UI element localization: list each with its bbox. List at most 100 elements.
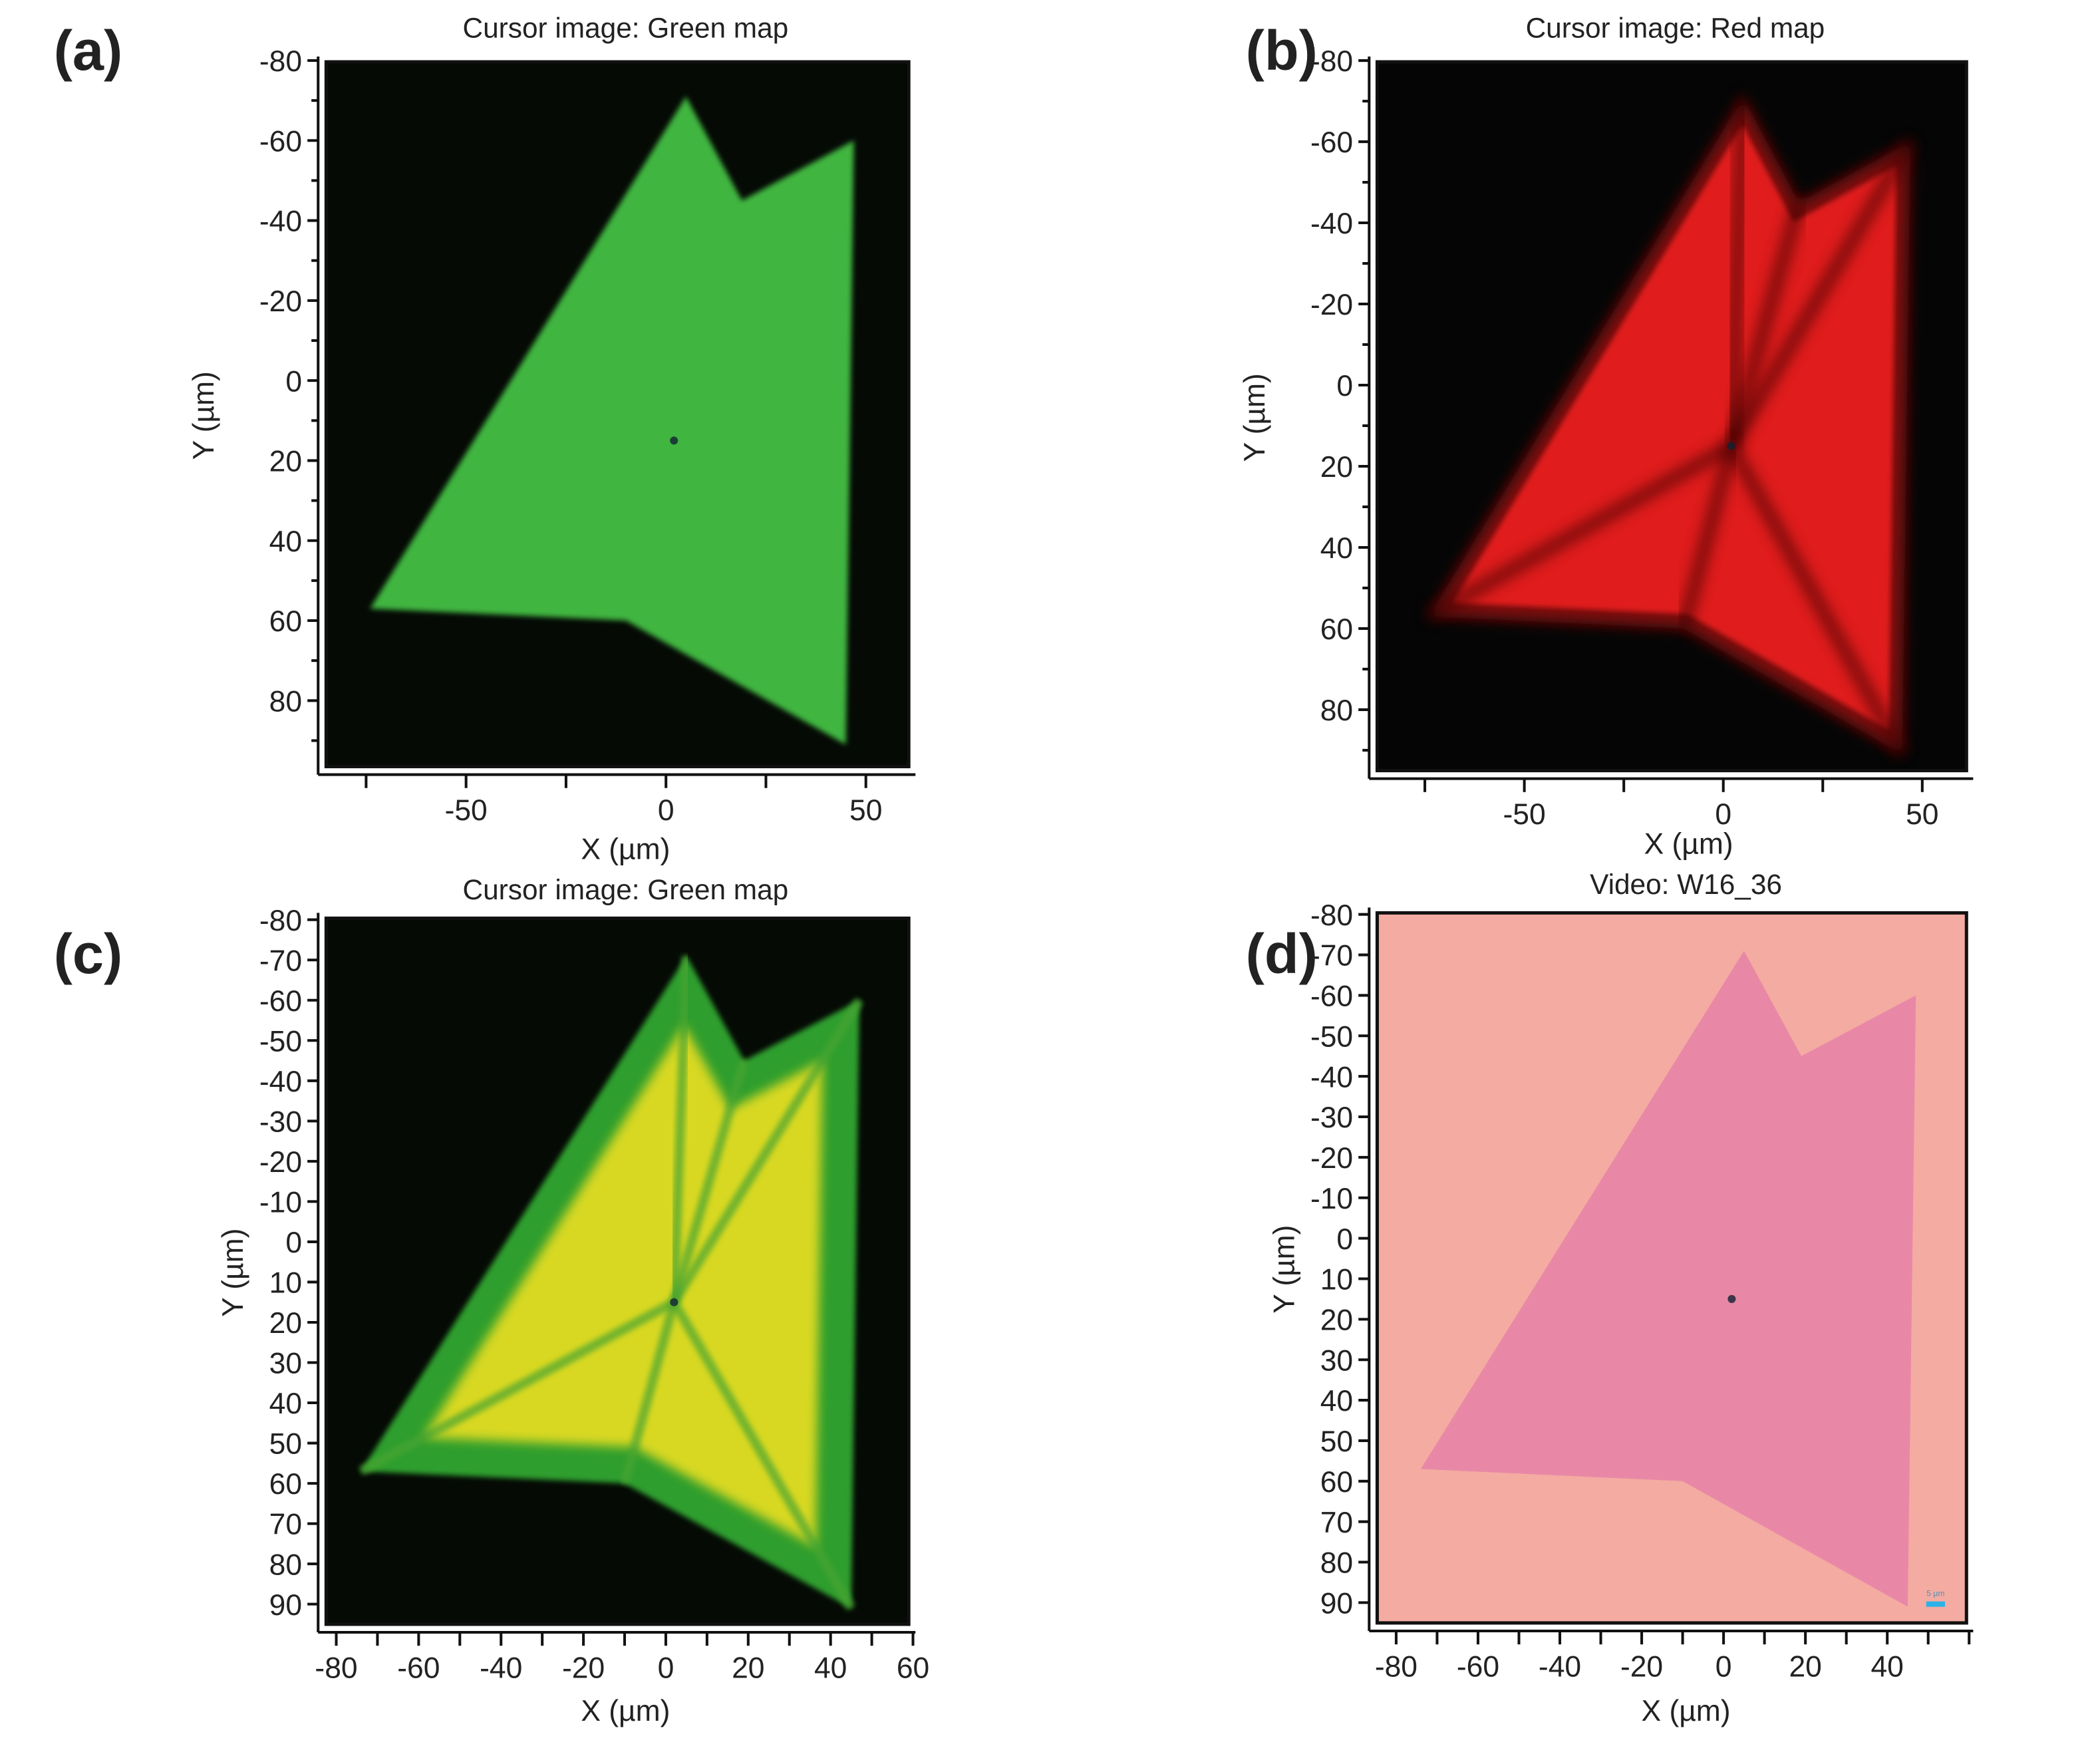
y-tick-label: -20 xyxy=(1310,289,1353,321)
flake-ridge xyxy=(1725,138,1916,450)
defect-dot xyxy=(1727,442,1735,450)
x-tick-label: 20 xyxy=(1789,1651,1821,1684)
panel-title: Cursor image: Red map xyxy=(1526,13,1825,44)
flake-ridge xyxy=(670,1300,855,1611)
y-tick-label: 80 xyxy=(1320,694,1353,727)
x-tick-label: -20 xyxy=(1620,1651,1663,1684)
y-tick-label: 30 xyxy=(1320,1344,1353,1377)
y-tick-label: -70 xyxy=(1310,940,1353,972)
y-tick-label: -20 xyxy=(259,1146,302,1179)
panel-title: Video: W16_36 xyxy=(1590,869,1782,900)
panel-label: (a) xyxy=(54,19,123,82)
y-tick-label: 70 xyxy=(269,1509,302,1541)
panel-b: (b) Cursor image: Red map X (µm) Y (µm) -80 -… xyxy=(1239,13,1974,861)
y-tick-label: -10 xyxy=(259,1187,302,1219)
scale-bar xyxy=(1926,1601,1946,1607)
flake-ridge xyxy=(1724,96,1750,446)
panel-a: (a) Cursor image: Green map X (µm) Y (µm) -8… xyxy=(54,13,916,866)
y-tick-label: -30 xyxy=(259,1105,302,1138)
y-tick-label: -40 xyxy=(1310,208,1353,240)
x-axis-label: X (µm) xyxy=(1642,1695,1731,1727)
y-tick-label: 60 xyxy=(1320,613,1353,646)
y-tick-label: -60 xyxy=(259,985,302,1018)
y-tick-label: 20 xyxy=(269,446,302,478)
y-tick-label: 90 xyxy=(1320,1588,1353,1620)
y-tick-label: 80 xyxy=(269,1548,302,1581)
panel-label: (b) xyxy=(1246,19,1318,82)
flake-ridge xyxy=(669,1059,749,1304)
y-axis-label: Y (µm) xyxy=(1239,373,1271,462)
y-tick-label: 0 xyxy=(285,365,302,398)
y-tick-label: 50 xyxy=(1320,1425,1353,1458)
flake-ridge xyxy=(670,998,864,1305)
y-tick-label: 50 xyxy=(269,1428,302,1461)
y-tick-label: -70 xyxy=(259,945,302,977)
y-tick-label: 0 xyxy=(1336,370,1353,402)
y-tick-label: 80 xyxy=(269,685,302,718)
image-frame xyxy=(324,916,911,1626)
x-tick-label: -40 xyxy=(1539,1651,1581,1684)
defect-dot xyxy=(1727,1294,1736,1303)
y-axis-label: Y (µm) xyxy=(217,1229,249,1317)
y-tick-label: 10 xyxy=(1320,1264,1353,1296)
y-axis-label: Y (µm) xyxy=(188,371,220,460)
y-tick-label: -80 xyxy=(1310,45,1353,78)
flake-shape xyxy=(1420,951,1916,1607)
y-tick-label: 90 xyxy=(269,1589,302,1622)
x-tick-label: 50 xyxy=(1906,798,1938,831)
y-tick-label: -50 xyxy=(259,1025,302,1058)
panel-title: Cursor image: Green map xyxy=(463,874,789,905)
y-tick-label: -60 xyxy=(1310,980,1353,1013)
x-tick-label: 60 xyxy=(897,1652,929,1685)
x-axis-label: X (µm) xyxy=(581,1695,670,1727)
panel-title: Cursor image: Green map xyxy=(463,13,789,44)
defect-dot xyxy=(670,436,678,445)
y-tick-label: -80 xyxy=(1310,899,1353,932)
y-tick-label: 20 xyxy=(269,1307,302,1340)
y-tick-label: 30 xyxy=(269,1348,302,1380)
y-tick-label: 40 xyxy=(1320,532,1353,565)
y-tick-label: -30 xyxy=(1310,1102,1353,1134)
panel-d: (d) Video: W16_36 X (µm) Y (µm) 5 µm -80 -70 -6… xyxy=(1246,869,1974,1727)
y-tick-label: -40 xyxy=(1310,1061,1353,1094)
x-tick-label: -40 xyxy=(480,1652,522,1685)
flake-ridge xyxy=(1724,200,1806,448)
image-frame xyxy=(1375,60,1968,773)
y-tick-label: -40 xyxy=(259,1066,302,1098)
flake-ridge xyxy=(620,1300,679,1485)
defect-dot xyxy=(670,1298,678,1306)
panel-label: (c) xyxy=(54,922,123,985)
flake-core xyxy=(423,1025,823,1547)
y-tick-label: 60 xyxy=(269,605,302,638)
y-tick-label: -10 xyxy=(1310,1183,1353,1215)
y-tick-label: 0 xyxy=(1336,1223,1353,1256)
y-tick-label: 40 xyxy=(269,525,302,558)
x-tick-label: 0 xyxy=(1715,798,1731,831)
x-tick-label: -50 xyxy=(1503,798,1546,831)
y-tick-label: 40 xyxy=(269,1388,302,1420)
y-tick-label: 20 xyxy=(1320,1304,1353,1336)
y-tick-label: -80 xyxy=(259,45,302,78)
flake-ridge xyxy=(1425,440,1735,623)
flake-ridge xyxy=(669,955,691,1302)
x-axis-label: X (µm) xyxy=(1644,828,1733,861)
image-frame xyxy=(324,60,911,768)
panel-label: (d) xyxy=(1246,922,1318,985)
x-tick-label: -50 xyxy=(445,794,488,827)
y-tick-label: -20 xyxy=(1310,1142,1353,1175)
y-tick-label: 60 xyxy=(269,1468,302,1501)
x-tick-label: -60 xyxy=(397,1652,440,1685)
x-tick-label: -80 xyxy=(315,1652,357,1685)
y-tick-label: 70 xyxy=(1320,1507,1353,1539)
x-tick-label: -20 xyxy=(562,1652,605,1685)
x-tick-label: 0 xyxy=(658,794,674,827)
y-tick-label: 20 xyxy=(1320,451,1353,484)
x-tick-label: 0 xyxy=(1716,1651,1732,1684)
x-tick-label: 40 xyxy=(1871,1651,1904,1684)
y-tick-label: -50 xyxy=(1310,1020,1353,1053)
x-tick-label: 40 xyxy=(814,1652,847,1685)
panel-c: (c) Cursor image: Green map X (µm) Y (µm) -8… xyxy=(54,874,929,1727)
y-tick-label: -40 xyxy=(259,206,302,238)
y-tick-label: 0 xyxy=(285,1227,302,1259)
